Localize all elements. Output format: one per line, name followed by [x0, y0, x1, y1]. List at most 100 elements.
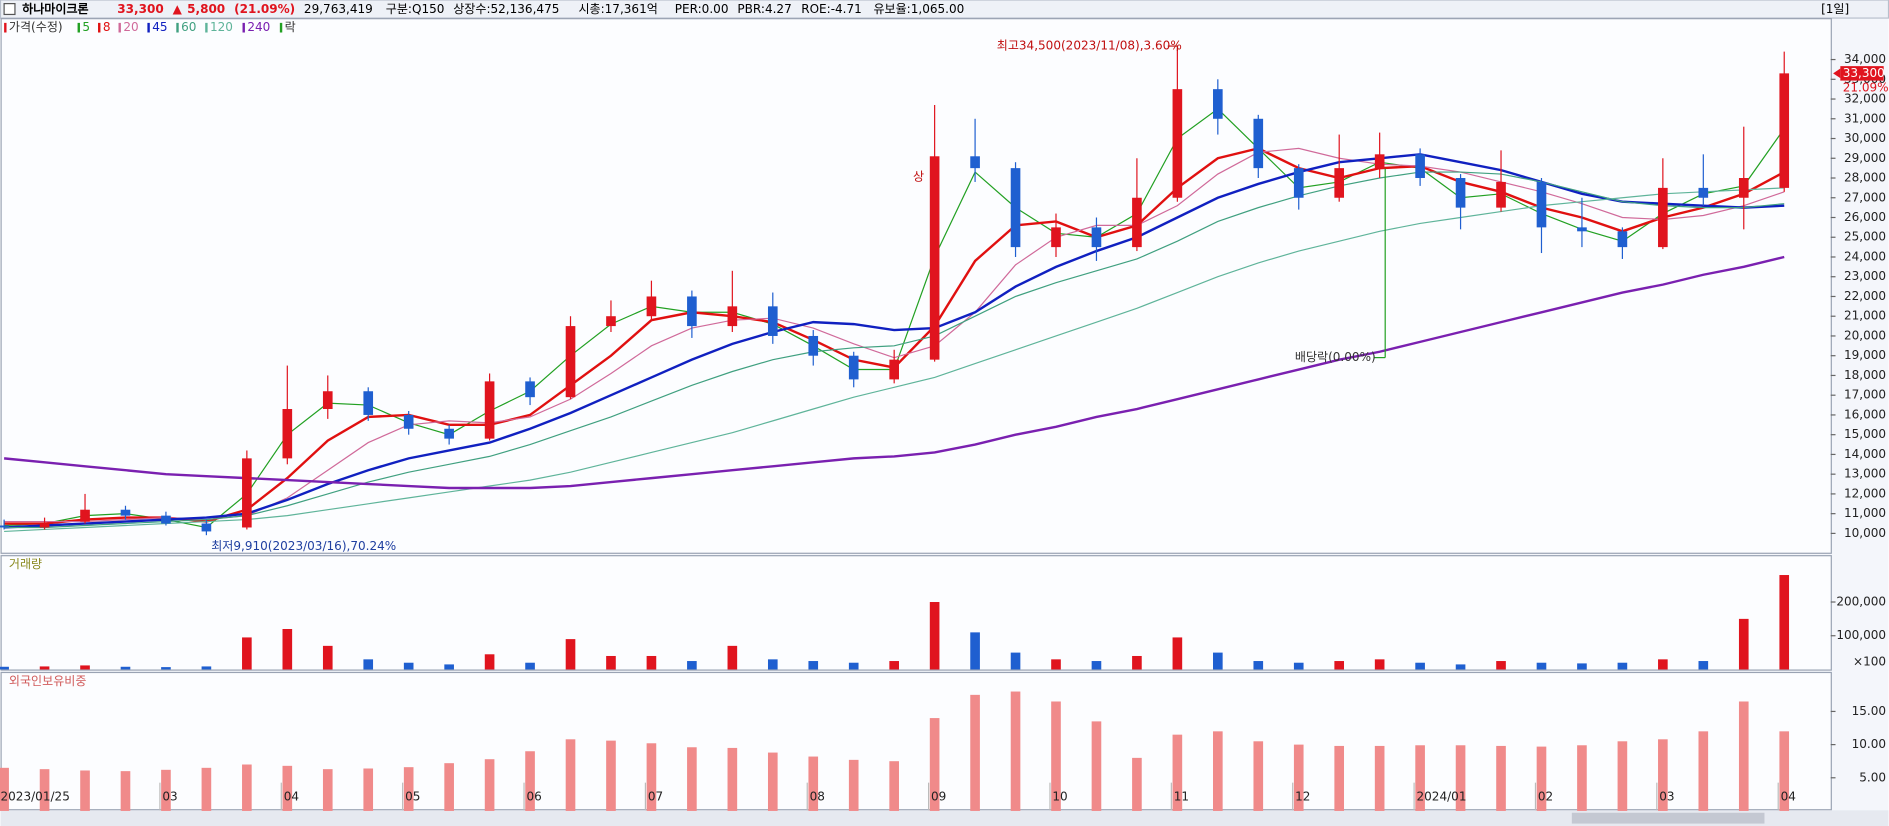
- x-tick-label: 2024/01: [1417, 790, 1467, 804]
- candle-body: [646, 296, 657, 317]
- candle-body: [1536, 181, 1547, 228]
- y-tick-label: 22,000: [1844, 289, 1886, 303]
- legend-swatch: [147, 22, 150, 33]
- y-tick-label: 24,000: [1844, 249, 1886, 263]
- bar: [1172, 637, 1183, 670]
- candle-body: [1091, 227, 1102, 248]
- bar: [39, 769, 50, 811]
- volume: 29,763,419: [304, 2, 373, 16]
- bar: [0, 767, 9, 811]
- candle-body: [201, 523, 212, 532]
- bar: [848, 759, 859, 811]
- candle-body: [1334, 168, 1345, 198]
- bar: [1334, 661, 1345, 670]
- change-pct: (21.09%): [234, 2, 295, 16]
- bar: [767, 659, 778, 670]
- limit-up-mark: 상: [913, 169, 924, 183]
- bar: [444, 664, 454, 670]
- bar: [1496, 745, 1506, 811]
- bar: [161, 769, 171, 811]
- ma-line: [3, 255, 1785, 490]
- checkbox[interactable]: [3, 3, 16, 16]
- bar: [767, 752, 778, 811]
- bar: [120, 771, 131, 811]
- legend-label: 5: [82, 20, 90, 34]
- candle-body: [970, 156, 980, 169]
- bar: [929, 718, 940, 811]
- scroll-thumb[interactable]: [1571, 812, 1765, 824]
- y-tick-label: 13,000: [1844, 467, 1886, 481]
- candle-body: [242, 458, 252, 528]
- bar: [1577, 663, 1587, 670]
- candle-body: [1293, 168, 1304, 198]
- x-tick-label: 10: [1052, 790, 1067, 804]
- y-tick-label: 16,000: [1844, 407, 1886, 421]
- panel-title: 외국인보유비중: [9, 674, 86, 688]
- legend-swatch: [118, 22, 121, 33]
- scrollbar[interactable]: [0, 810, 1889, 826]
- bar: [970, 694, 980, 811]
- candle-body: [848, 355, 859, 380]
- y-tick-label: 15.00: [1852, 704, 1886, 718]
- bar: [606, 740, 616, 811]
- bar: [1051, 701, 1061, 811]
- bar: [1253, 661, 1264, 670]
- y-tick-label: 30,000: [1844, 131, 1886, 145]
- candle-body: [1617, 231, 1628, 248]
- bar: [1617, 741, 1628, 811]
- bar: [322, 769, 333, 811]
- bar: [1051, 659, 1061, 670]
- bar: [1253, 741, 1264, 811]
- bar: [484, 654, 495, 670]
- x-tick-label: 08: [810, 790, 825, 804]
- bar: [1658, 739, 1668, 811]
- bar: [848, 662, 859, 670]
- candle-body: [1253, 118, 1264, 169]
- bar: [1455, 745, 1466, 811]
- x-tick-label: 12: [1295, 790, 1310, 804]
- market: 구분:Q150: [386, 2, 445, 16]
- candle-body: [322, 391, 333, 410]
- bar: [727, 747, 738, 811]
- bar: [1132, 757, 1142, 811]
- candle-body: [484, 381, 495, 439]
- dividend-annotation: 배당락(0.00%): [1295, 350, 1376, 364]
- bar: [120, 666, 131, 670]
- price-panel: [0, 18, 1832, 554]
- legend-swatch: [279, 22, 283, 33]
- legend-swatch: [77, 22, 80, 33]
- legend-label: 45: [152, 20, 167, 34]
- candle-body: [80, 509, 90, 522]
- bar: [1698, 731, 1709, 811]
- change: 5,800: [187, 2, 225, 16]
- x-tick-label: 02: [1538, 790, 1553, 804]
- candle-body: [363, 391, 374, 415]
- x-tick-label: 07: [648, 790, 663, 804]
- legend-swatch: [242, 22, 245, 33]
- y-tick-label: 23,000: [1844, 269, 1886, 283]
- change-arrow: ▲: [173, 2, 183, 16]
- bar: [565, 639, 576, 670]
- bar: [1779, 575, 1790, 670]
- shares: 상장수:52,136,475: [453, 2, 559, 16]
- y-tick-label: 14,000: [1844, 447, 1886, 461]
- legend-swatch: [4, 22, 7, 33]
- bar: [727, 645, 738, 670]
- legend-swatch: [176, 22, 179, 33]
- candle-body: [39, 523, 50, 528]
- y-tick-label: 27,000: [1844, 190, 1886, 204]
- period[interactable]: [1일]: [1821, 2, 1849, 16]
- current-price: 33,300: [1843, 66, 1885, 80]
- y-tick-label: 19,000: [1844, 348, 1886, 362]
- ma-line: [4, 187, 1785, 533]
- x-tick-label: 06: [526, 790, 541, 804]
- candle-body: [1738, 178, 1749, 198]
- candle-body: [606, 316, 616, 327]
- candle-body: [889, 359, 899, 380]
- y-tick-label: 20,000: [1844, 328, 1886, 342]
- candle-body: [1051, 227, 1061, 248]
- candle-body: [767, 306, 778, 336]
- bar: [80, 665, 90, 670]
- y-tick-label: 29,000: [1844, 151, 1886, 165]
